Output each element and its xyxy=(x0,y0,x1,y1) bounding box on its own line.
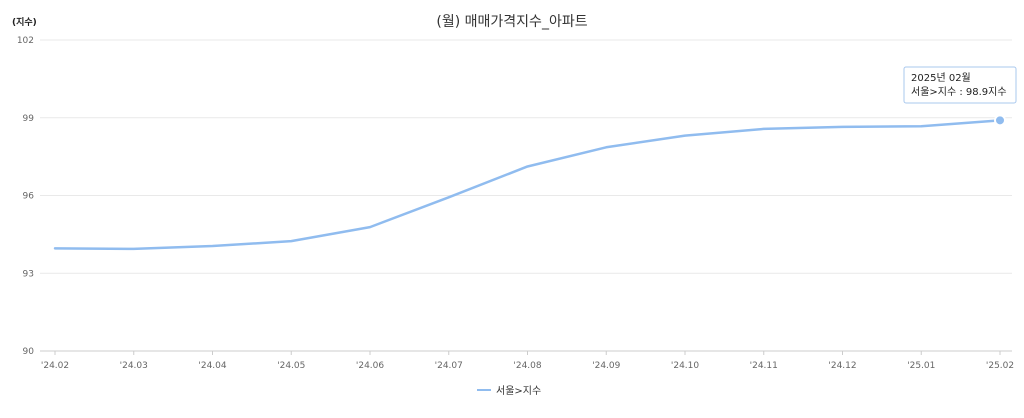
data-point[interactable] xyxy=(758,123,770,135)
data-point[interactable] xyxy=(915,120,927,132)
x-tick-label: '24.08 xyxy=(513,361,542,371)
tooltip-date: 2025년 02월 xyxy=(911,72,971,84)
x-tick-label: '24.12 xyxy=(828,361,856,371)
x-tick-label: '25.02 xyxy=(986,361,1014,371)
data-point[interactable] xyxy=(679,130,691,142)
x-tick-label: '24.03 xyxy=(120,361,148,371)
x-tick-label: '24.11 xyxy=(750,361,778,371)
y-tick-label: 93 xyxy=(23,269,34,279)
tooltip-box xyxy=(903,66,1017,104)
y-tick-label: 96 xyxy=(23,192,35,202)
y-tick-label: 90 xyxy=(23,347,35,357)
data-point[interactable] xyxy=(364,221,376,233)
y-axis-unit: (지수) xyxy=(12,16,37,28)
legend[interactable]: 서울>지수 xyxy=(477,385,541,397)
x-tick-label: '24.05 xyxy=(277,361,305,371)
x-tick-label: '24.07 xyxy=(435,361,463,371)
x-tick-label: '24.09 xyxy=(592,361,621,371)
legend-label: 서울>지수 xyxy=(496,385,541,397)
data-point[interactable] xyxy=(600,141,612,153)
series-layer xyxy=(49,114,1006,255)
highlighted-data-point[interactable] xyxy=(994,114,1006,127)
grid-layer xyxy=(40,39,1012,352)
chart-title: (월) 매매가격지수_아파트 xyxy=(436,14,587,30)
data-point[interactable] xyxy=(128,243,140,255)
x-tick-label: '24.06 xyxy=(356,361,385,371)
data-point[interactable] xyxy=(285,235,297,247)
data-point[interactable] xyxy=(522,160,534,172)
x-tick-label: '24.02 xyxy=(41,361,69,371)
data-point[interactable] xyxy=(207,240,219,252)
y-tick-label: 102 xyxy=(17,36,34,46)
tooltip-value: 서울>지수 : 98.9지수 xyxy=(911,86,1007,98)
x-tick-label: '24.10 xyxy=(671,361,700,371)
data-point[interactable] xyxy=(443,191,455,203)
tooltip: 2025년 02월 서울>지수 : 98.9지수 xyxy=(903,66,1017,104)
x-tick-label: '24.04 xyxy=(198,361,227,371)
y-tick-label: 99 xyxy=(23,114,35,124)
series-line xyxy=(53,119,1002,251)
data-point[interactable] xyxy=(837,121,849,133)
data-point[interactable] xyxy=(49,242,61,254)
axis-layer: 90 93 96 99 102 '24.02 '24.03 '24.04 '24.05 '24.0… xyxy=(17,36,1014,371)
x-tick-label: '25.01 xyxy=(907,361,935,371)
